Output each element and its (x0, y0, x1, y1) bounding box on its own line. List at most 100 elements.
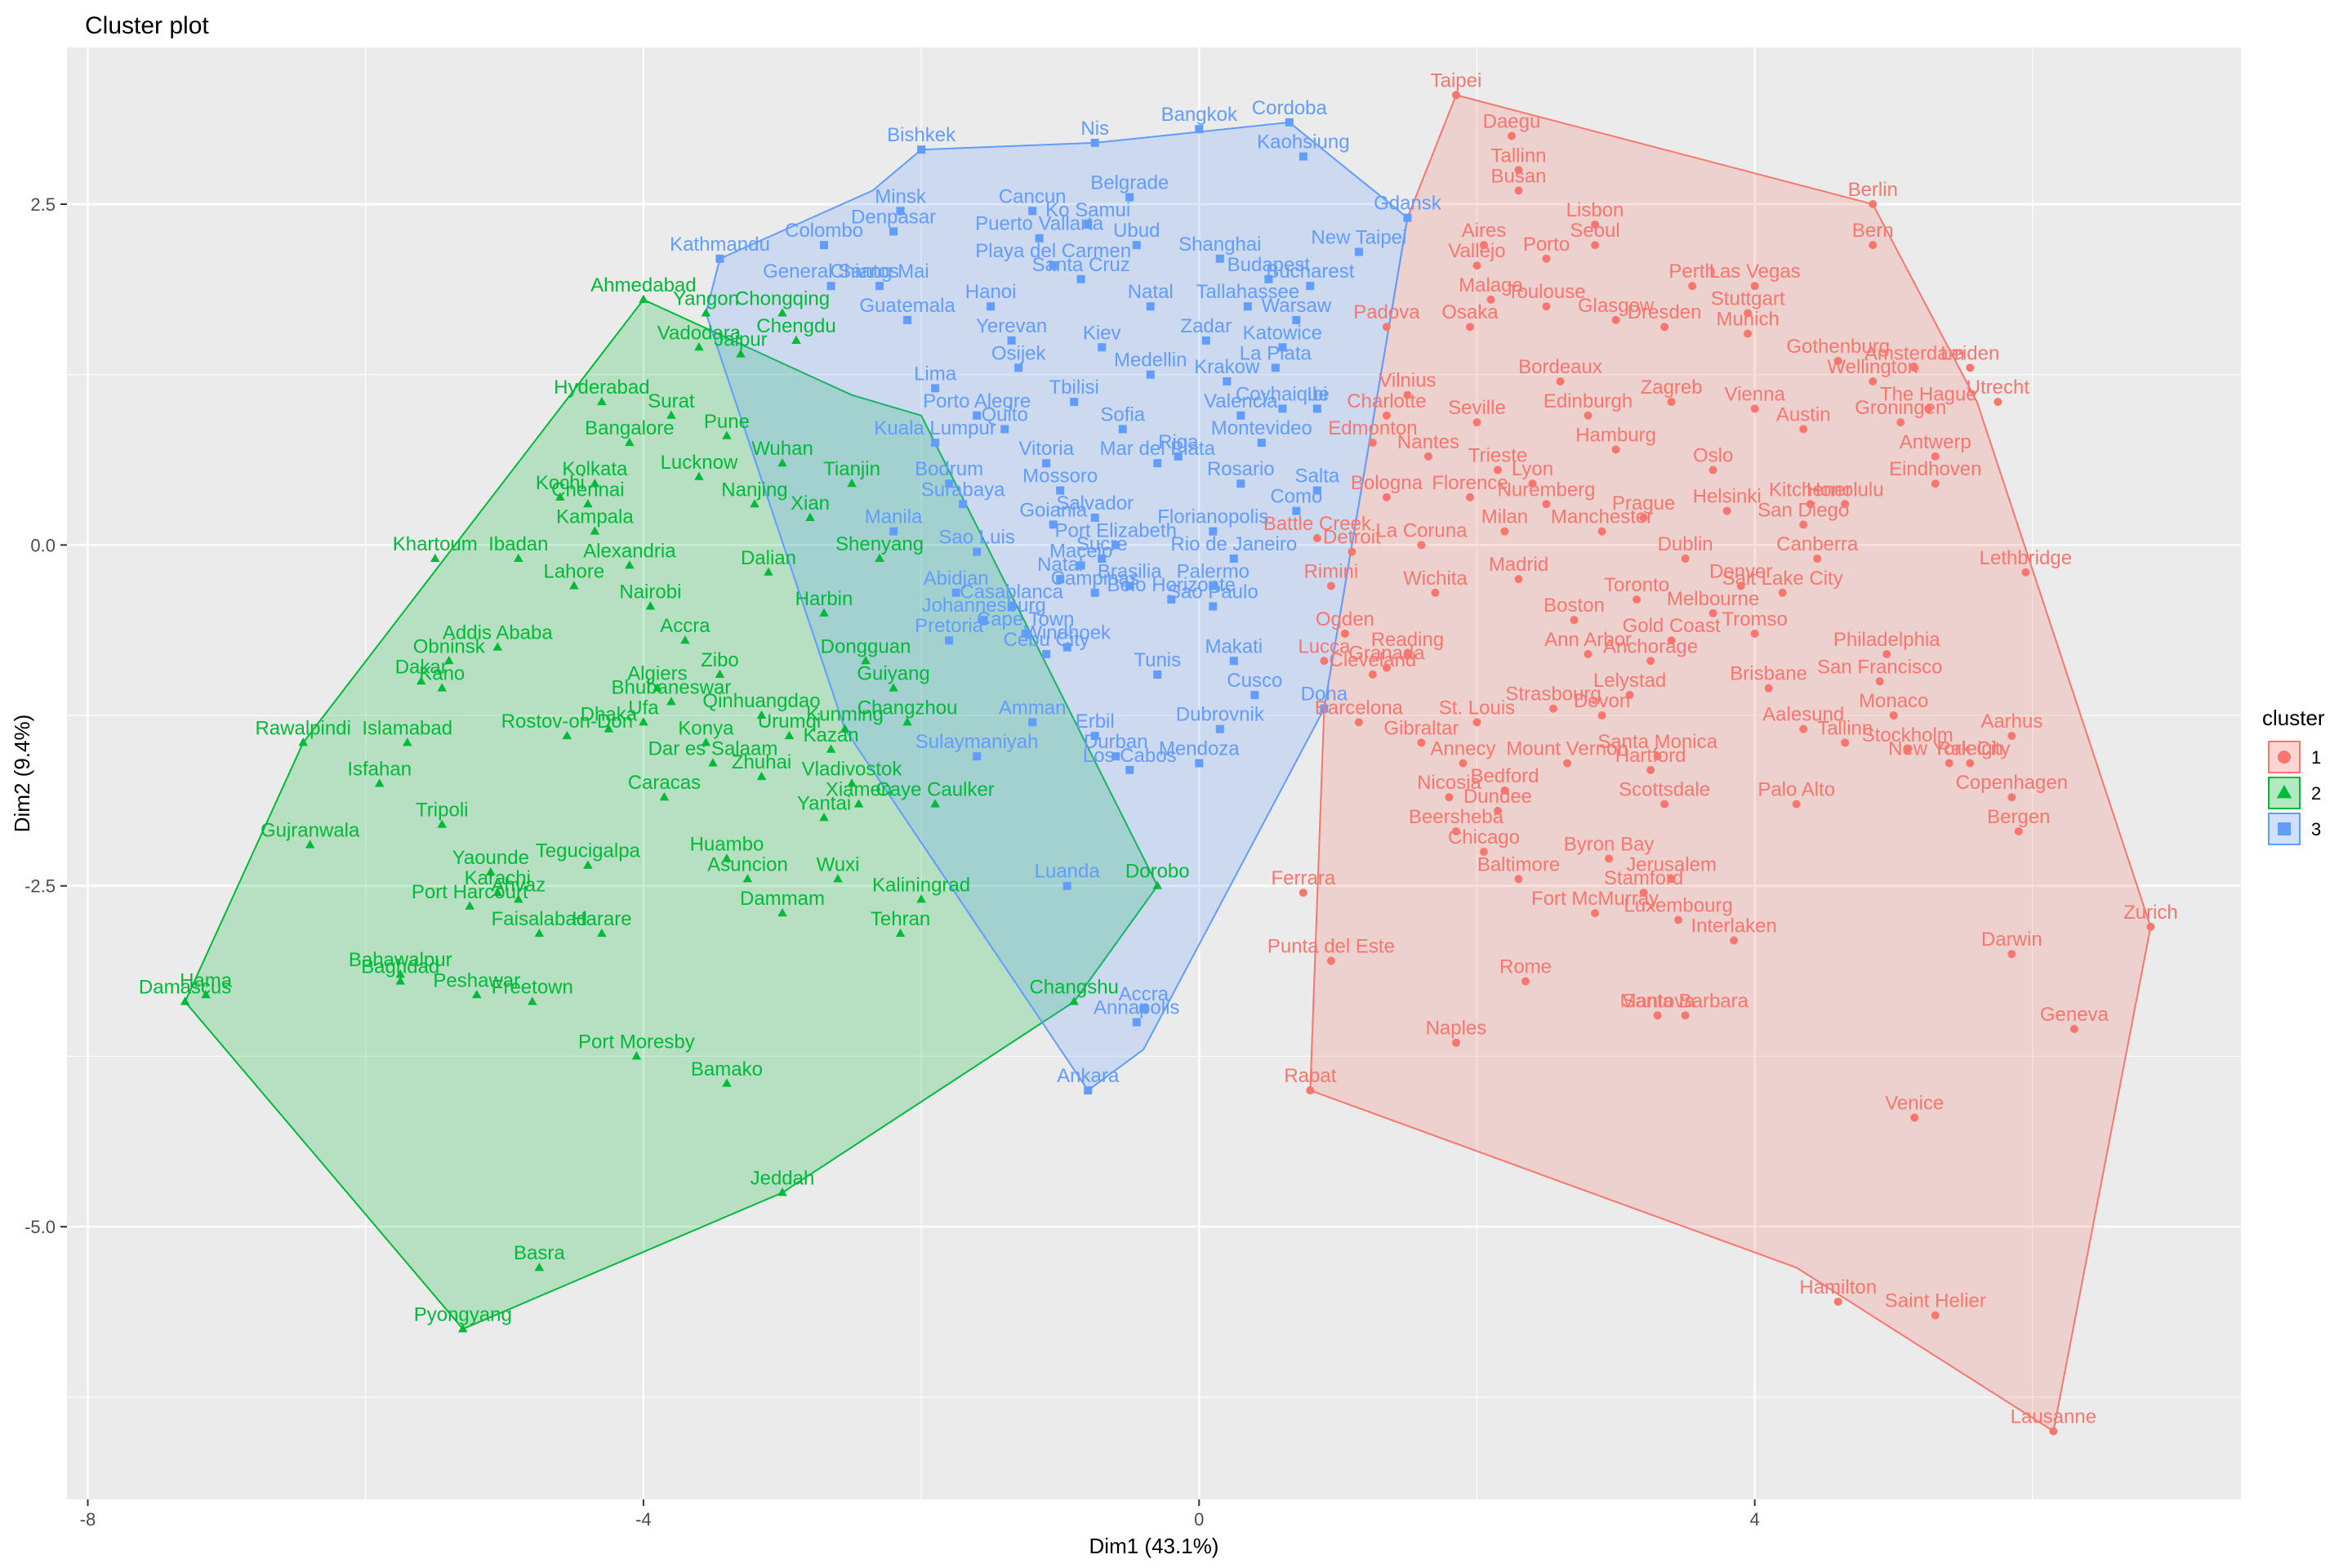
data-point (1584, 411, 1592, 420)
data-point (1451, 1038, 1460, 1047)
data-point (492, 642, 503, 651)
point-label: Nuremberg (1497, 479, 1595, 501)
point-label: Bodrum (915, 458, 983, 480)
data-point (979, 616, 988, 625)
point-label: Kunming (806, 704, 884, 726)
point-label: Zurich (2123, 902, 2178, 924)
data-point (1354, 247, 1363, 256)
data-point (680, 635, 690, 644)
data-point (1563, 759, 1572, 768)
data-point (590, 526, 600, 535)
data-point (666, 410, 676, 419)
data-point (1292, 315, 1301, 324)
point-label: Tehran (871, 908, 930, 930)
data-point (826, 744, 836, 753)
data-point (1653, 752, 1662, 761)
data-point (416, 676, 426, 685)
data-point (1722, 506, 1731, 515)
data-point (1924, 404, 1933, 413)
point-label: Konya (678, 717, 734, 739)
point-label: Venice (1885, 1093, 1944, 1115)
data-point (395, 969, 405, 978)
data-point (1910, 363, 1919, 372)
data-point (1152, 880, 1163, 889)
data-point (1062, 881, 1071, 890)
data-points (180, 91, 2155, 1436)
point-label: Dresden (1628, 301, 1702, 323)
data-point (1153, 459, 1162, 468)
point-label: Warsaw (1261, 295, 1331, 317)
legend-label-2: 2 (2311, 783, 2321, 804)
data-point (1445, 793, 1454, 802)
data-point (1521, 977, 1530, 986)
data-point (1312, 486, 1321, 495)
point-label: Wuhan (751, 438, 813, 460)
data-point (1195, 125, 1204, 134)
point-label: Bishkek (887, 124, 956, 146)
data-point (1250, 691, 1259, 700)
point-label: Lima (914, 363, 957, 385)
data-point (1348, 547, 1356, 556)
data-point (1806, 500, 1815, 509)
point-label: Khartoum (393, 533, 478, 555)
data-point (1750, 404, 1759, 413)
point-label: Lucknow (661, 452, 738, 474)
cluster-hull-3 (705, 121, 1409, 1092)
point-label: Johannesburg (922, 595, 1046, 617)
data-point (903, 315, 912, 324)
point-label: Darwin (1981, 929, 2042, 951)
point-label: Raleigh (1937, 737, 2003, 760)
data-point (395, 976, 405, 985)
point-label: Yerevan (976, 315, 1047, 337)
data-point (764, 567, 773, 576)
legend: cluster 1 2 3 (2262, 706, 2325, 845)
data-point (722, 1078, 732, 1087)
point-label: Lahore (543, 560, 604, 582)
data-point (562, 730, 572, 740)
point-label: Dalian (741, 547, 796, 569)
point-label: Bordeaux (1518, 356, 1602, 378)
data-point (1368, 670, 1377, 679)
point-label: Porto (1523, 234, 1570, 256)
data-point (437, 819, 448, 828)
data-point (902, 717, 912, 726)
point-label: Helsinki (1693, 486, 1762, 508)
data-point (1271, 363, 1280, 372)
point-label: Islamabad (362, 717, 452, 739)
y-tick-label: -5.0 (24, 1217, 56, 1237)
data-point (1111, 752, 1120, 761)
point-label: Berlin (1848, 179, 1898, 201)
point-label: Ankara (1057, 1065, 1120, 1087)
data-point (1493, 466, 1502, 474)
data-point (1486, 295, 1495, 304)
data-point (1792, 800, 1801, 808)
point-label: Alexandria (583, 540, 676, 562)
data-point (590, 478, 600, 488)
data-point (1111, 541, 1120, 550)
data-point (1209, 527, 1218, 536)
point-label: Gothenburg (1786, 336, 1890, 358)
data-point (2021, 568, 2030, 577)
data-point (1312, 534, 1321, 543)
point-label: Malaga (1459, 274, 1523, 296)
data-point (1382, 411, 1391, 420)
point-label: Kiev (1083, 322, 1121, 344)
data-point (1889, 711, 1898, 720)
data-point (2069, 1025, 2078, 1034)
data-point (1014, 363, 1023, 372)
data-point (1285, 118, 1294, 127)
point-label: Bhubaneswar (612, 676, 732, 698)
data-point (437, 683, 448, 692)
point-label: Dar es Salaam (648, 737, 778, 760)
point-label: Dongguan (821, 635, 911, 657)
point-label: Chengdu (756, 315, 835, 337)
point-label: Hama (180, 969, 233, 991)
data-point (1744, 309, 1753, 318)
data-point (1479, 241, 1488, 250)
point-label: St. Louis (1439, 697, 1515, 719)
data-point (1229, 555, 1238, 564)
data-point (1146, 370, 1155, 379)
point-label: Mar del Plata (1100, 438, 1216, 460)
data-point (1931, 1311, 1940, 1320)
point-label: Cordoba (1252, 97, 1328, 119)
